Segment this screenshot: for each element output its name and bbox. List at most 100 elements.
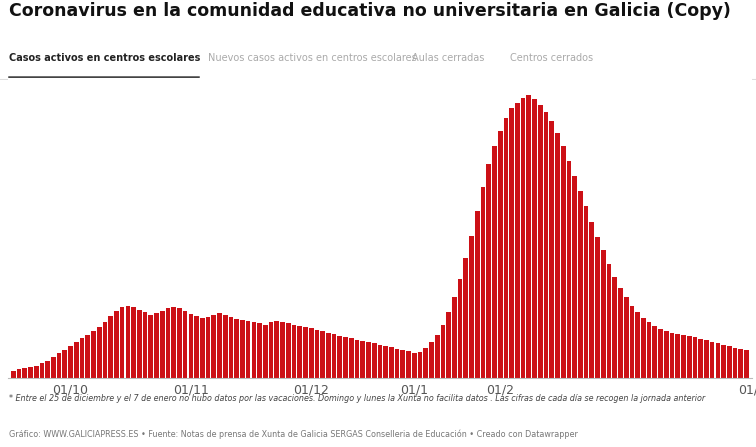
Bar bbox=[23, 368, 27, 378]
Bar bbox=[417, 351, 423, 378]
Bar bbox=[11, 371, 16, 378]
Bar bbox=[670, 333, 674, 378]
Bar bbox=[119, 308, 125, 378]
Bar bbox=[172, 307, 176, 378]
Bar bbox=[257, 324, 262, 378]
Bar bbox=[658, 329, 663, 378]
Bar bbox=[349, 338, 354, 378]
Bar bbox=[481, 187, 485, 378]
Bar bbox=[17, 370, 21, 378]
Bar bbox=[361, 341, 365, 378]
Bar bbox=[372, 343, 376, 378]
Bar bbox=[572, 176, 577, 378]
Bar bbox=[675, 333, 680, 378]
Bar bbox=[601, 250, 606, 378]
Bar bbox=[544, 112, 548, 378]
Bar bbox=[206, 317, 210, 378]
Bar bbox=[252, 322, 256, 378]
Bar bbox=[555, 133, 559, 378]
Bar bbox=[521, 98, 525, 378]
Bar bbox=[664, 331, 668, 378]
Bar bbox=[308, 328, 314, 378]
Bar bbox=[395, 349, 399, 378]
Bar bbox=[303, 327, 308, 378]
Bar bbox=[612, 277, 617, 378]
Bar bbox=[200, 318, 205, 378]
Bar bbox=[314, 330, 319, 378]
Bar bbox=[297, 326, 302, 378]
Text: Centros cerrados: Centros cerrados bbox=[510, 53, 593, 63]
Bar bbox=[733, 348, 737, 378]
Bar bbox=[343, 337, 348, 378]
Bar bbox=[510, 108, 514, 378]
Bar bbox=[125, 306, 130, 378]
Bar bbox=[727, 346, 732, 378]
Bar bbox=[498, 131, 503, 378]
Bar bbox=[337, 336, 342, 378]
Bar bbox=[148, 315, 153, 378]
Bar bbox=[457, 278, 463, 378]
Bar bbox=[57, 354, 61, 378]
Bar bbox=[234, 319, 239, 378]
Bar bbox=[68, 346, 73, 378]
Bar bbox=[366, 342, 370, 378]
Bar bbox=[389, 347, 394, 378]
Text: Nuevos casos activos en centros escolares: Nuevos casos activos en centros escolare… bbox=[208, 53, 417, 63]
Bar bbox=[469, 236, 474, 378]
Bar bbox=[321, 331, 325, 378]
Bar bbox=[194, 316, 199, 378]
Bar bbox=[744, 350, 749, 378]
Bar bbox=[39, 363, 45, 378]
Bar bbox=[475, 211, 479, 378]
Bar bbox=[532, 99, 537, 378]
Bar bbox=[618, 288, 623, 378]
Bar bbox=[63, 350, 67, 378]
Bar bbox=[652, 326, 657, 378]
Bar bbox=[412, 354, 417, 378]
Bar bbox=[74, 342, 79, 378]
Text: Casos activos en centros escolares: Casos activos en centros escolares bbox=[9, 53, 200, 63]
Bar bbox=[154, 313, 159, 378]
Bar bbox=[137, 310, 141, 378]
Bar bbox=[228, 317, 234, 378]
Bar bbox=[240, 320, 245, 378]
Text: Coronavirus en la comunidad educativa no universitaria en Galicia (Copy): Coronavirus en la comunidad educativa no… bbox=[9, 2, 731, 21]
Bar bbox=[486, 164, 491, 378]
Bar bbox=[590, 223, 594, 378]
Text: Gráfico: WWW.GALICIAPRESS.ES • Fuente: Notas de prensa de Xunta de Galicia SERGA: Gráfico: WWW.GALICIAPRESS.ES • Fuente: N… bbox=[9, 430, 578, 439]
Bar bbox=[452, 297, 457, 378]
Bar bbox=[687, 336, 692, 378]
Bar bbox=[263, 325, 268, 378]
Bar bbox=[503, 118, 508, 378]
Bar bbox=[326, 333, 330, 378]
Bar bbox=[108, 316, 113, 378]
Bar bbox=[280, 321, 285, 378]
Bar bbox=[160, 311, 165, 378]
Bar bbox=[34, 366, 39, 378]
Bar bbox=[45, 361, 50, 378]
Bar bbox=[641, 318, 646, 378]
Bar bbox=[217, 313, 222, 378]
Bar bbox=[710, 342, 714, 378]
Bar bbox=[606, 264, 612, 378]
Bar bbox=[566, 160, 572, 378]
Bar bbox=[132, 308, 136, 378]
Bar bbox=[584, 206, 588, 378]
Bar bbox=[647, 322, 652, 378]
Bar bbox=[401, 350, 405, 378]
Bar bbox=[183, 311, 187, 378]
Bar bbox=[114, 311, 119, 378]
Bar bbox=[635, 312, 640, 378]
Bar bbox=[692, 337, 697, 378]
Bar bbox=[383, 346, 388, 378]
Bar bbox=[85, 335, 90, 378]
Bar bbox=[246, 321, 250, 378]
Bar bbox=[446, 312, 451, 378]
Bar bbox=[51, 357, 56, 378]
Bar bbox=[492, 146, 497, 378]
Bar bbox=[578, 190, 583, 378]
Text: * Entre el 25 de diciembre y el 7 de enero no hubo datos por las vacaciones. Dom: * Entre el 25 de diciembre y el 7 de ene… bbox=[9, 394, 705, 403]
Bar bbox=[441, 325, 445, 378]
Bar bbox=[561, 146, 565, 378]
Bar bbox=[681, 335, 686, 378]
